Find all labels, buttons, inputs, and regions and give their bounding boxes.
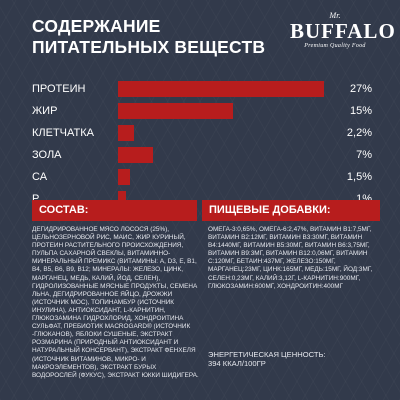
nutrient-bar [118,125,135,141]
nutrient-value: 27% [349,83,372,95]
nutrient-label: ПРОТЕИН [32,83,86,95]
nutrient-bar-track [118,169,324,185]
nutrient-bar [118,169,131,185]
additives-heading: ПИЩЕВЫЕ ДОБАВКИ: [202,200,380,221]
composition-text: ДЕГИДРИРОВАННОЕ МЯСО ЛОСОСЯ (25%), ЦЕЛЬН… [32,226,199,379]
nutrient-label: СА [32,171,48,183]
brand-logo: Mr. BUFFALO Premium Quality Food [290,11,396,50]
page-title: СОДЕРЖАНИЕ ПИТАТЕЛЬНЫХ ВЕЩЕСТВ [32,16,265,58]
nutrient-row: КЛЕТЧАТКА 2,2% [32,124,372,143]
brand-tagline: Premium Quality Food [304,43,366,49]
nutrient-value: 15% [349,105,372,117]
nutrient-bar-track [118,103,324,119]
nutrient-label: ЖИР [32,105,58,117]
energy-value-block: ЭНЕРГЕТИЧЕСКАЯ ЦЕННОСТЬ: 394 ККАЛ/100ГР [208,350,380,368]
nutrient-label: ЗОЛА [32,149,62,161]
title-line-2: ПИТАТЕЛЬНЫХ ВЕЩЕСТВ [32,37,266,57]
nutrient-value: 7% [356,149,372,161]
nutrient-row: ПРОТЕИН 27% [32,80,372,99]
nutrient-row: ЖИР 15% [32,102,372,121]
nutrient-bar [118,147,154,163]
energy-value: 394 ККАЛ/100ГР [208,359,266,368]
nutrient-bar-track [118,191,324,207]
nutrient-list: ПРОТЕИН 27% ЖИР 15% КЛЕТЧАТКА 2,2% ЗОЛА 7% СА 1,5… [32,80,372,212]
nutrient-label: Р [32,193,40,205]
additives-text: ОМЕГА-3:0,65%, ОМЕГА-6:2,47%, ВИТАМИН В1… [208,226,373,290]
nutrient-label: КЛЕТЧАТКА [32,127,94,139]
nutrient-row: ЗОЛА 7% [32,146,372,165]
composition-heading: СОСТАВ: [32,200,197,221]
nutrient-bar-track [118,147,324,163]
nutrient-bar [118,81,324,97]
brand-prefix: Mr. [329,11,341,20]
nutrient-row: СА 1,5% [32,168,372,187]
energy-label: ЭНЕРГЕТИЧЕСКАЯ ЦЕННОСТЬ: [208,350,326,359]
nutrient-value: 2,2% [346,127,372,139]
nutrient-bar [118,103,234,119]
nutrient-bar-track [118,81,324,97]
nutrient-bar [118,191,127,207]
nutrient-bar-track [118,125,324,141]
nutrient-value: 1,5% [346,171,372,183]
title-line-1: СОДЕРЖАНИЕ [32,16,161,36]
brand-name: BUFFALO [290,19,396,43]
